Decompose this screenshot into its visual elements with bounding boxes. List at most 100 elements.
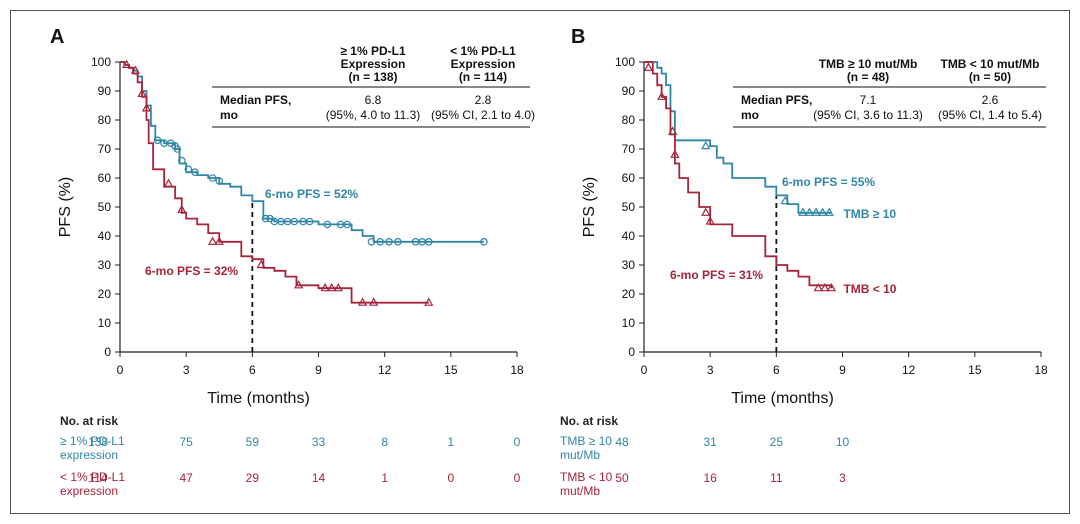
risk-count: 138 [88, 435, 108, 449]
table-col2-header: (n = 114) [459, 70, 507, 84]
x-tick-label: 18 [1034, 363, 1048, 377]
risk-label-a1: ≥ 1% PD-L1 expression [60, 434, 125, 462]
km-curve-0 [644, 61, 832, 214]
censor-mark-triangle [670, 149, 680, 158]
y-tick-label: 30 [622, 258, 636, 272]
panel-B [639, 61, 1046, 357]
censor-mark-triangle [705, 216, 715, 225]
censor-mark-circle [323, 220, 332, 229]
y-tick-label: 10 [622, 316, 636, 330]
pfs-annotation-0: 6-mo PFS = 55% [782, 175, 875, 189]
censor-mark-triangle [357, 297, 368, 306]
y-tick-label: 80 [98, 113, 112, 127]
risk-count: 29 [246, 471, 260, 485]
x-tick-label: 15 [968, 363, 982, 377]
table-row-label: mo [220, 108, 238, 122]
y-tick-label: 40 [622, 229, 636, 243]
censor-mark-triangle [780, 195, 790, 205]
pfs-annotation-1: 6-mo PFS = 31% [670, 268, 763, 282]
risk-count: 0 [514, 471, 521, 485]
y-axis-label: PFS (%) [57, 177, 74, 237]
x-tick-label: 6 [773, 363, 780, 377]
y-tick-label: 0 [628, 345, 635, 359]
censor-mark-circle [385, 238, 393, 246]
censor-mark-circle [480, 238, 488, 246]
y-tick-label: 50 [98, 200, 112, 214]
risk-count: 50 [615, 471, 629, 485]
x-tick-label: 12 [902, 363, 916, 377]
risk-count: 3 [839, 471, 846, 485]
risk-count: 1 [381, 471, 388, 485]
censor-mark-circle [261, 214, 270, 223]
x-tick-label: 12 [378, 363, 392, 377]
y-tick-label: 70 [98, 142, 112, 156]
x-tick-label: 15 [444, 363, 458, 377]
table-col2-ci: (95% CI, 2.1 to 4.0) [431, 108, 535, 122]
km-curve-0 [120, 61, 484, 243]
x-tick-label: 18 [510, 363, 524, 377]
x-axis-label: Time (months) [207, 390, 310, 407]
censor-mark-circle [424, 238, 433, 246]
censor-mark-triangle [424, 297, 434, 306]
y-tick-label: 70 [622, 142, 636, 156]
risk-count: 47 [179, 471, 193, 485]
censor-mark-circle [173, 145, 182, 153]
table-col1-header: (n = 48) [847, 70, 889, 84]
x-tick-label: 9 [839, 363, 846, 377]
risk-label-b1-line2: mut/Mb [560, 448, 601, 462]
figure-frame [10, 10, 1070, 514]
table-col2-value: 2.8 [475, 93, 492, 107]
table-col2-header: Expression [451, 57, 516, 71]
risk-label-b1-line1: TMB ≥ 10 [560, 434, 612, 448]
censor-mark-circle [290, 217, 299, 226]
y-tick-label: 60 [622, 171, 636, 185]
panel-A [115, 59, 530, 357]
y-tick-label: 20 [98, 287, 112, 301]
x-tick-label: 3 [707, 363, 714, 377]
table-row-label: mo [741, 108, 759, 122]
censor-mark-triangle [804, 207, 815, 216]
censor-mark-triangle [824, 207, 834, 216]
table-col1-ci: (95% CI, 3.6 to 11.3) [813, 108, 923, 122]
censor-mark-circle [394, 238, 402, 246]
table-col2-header: (n = 50) [969, 70, 1011, 84]
risk-count: 48 [615, 435, 629, 449]
censor-mark-circle [215, 177, 224, 185]
censor-mark-triangle [369, 297, 379, 306]
censor-mark-triangle [141, 103, 152, 112]
table-col1-value: 7.1 [860, 93, 877, 107]
y-tick-label: 80 [622, 113, 636, 127]
risk-label-b2-line2: mut/Mb [560, 484, 601, 498]
censor-mark-triangle [657, 91, 667, 100]
y-tick-label: 90 [622, 84, 636, 98]
risk-count: 75 [179, 435, 193, 449]
table-row-label: Median PFS, [220, 93, 291, 107]
censor-mark-circle [376, 238, 385, 246]
censor-mark-triangle [333, 282, 343, 292]
risk-count: 59 [246, 435, 260, 449]
panel-label-B: B [571, 26, 585, 48]
risk-label-a2-line2: expression [60, 484, 119, 498]
y-axis-label: PFS (%) [581, 177, 598, 237]
censor-mark-triangle [137, 88, 147, 98]
table-col1-value: 6.8 [365, 93, 382, 107]
risk-count: 0 [447, 471, 454, 485]
censor-mark-triangle [294, 280, 304, 289]
risk-label-b2: TMB < 10 mut/Mb [560, 470, 612, 498]
y-tick-label: 10 [98, 316, 112, 330]
risk-label-a2: < 1% PD-L1 expression [60, 470, 125, 498]
censor-mark-circle [208, 174, 217, 182]
censor-mark-triangle [820, 282, 830, 292]
censor-mark-circle [343, 220, 351, 229]
table-col2-header: TMB < 10 mut/Mb [940, 57, 1039, 71]
pfs-annotation-0: 6-mo PFS = 52% [265, 187, 358, 201]
censor-mark-triangle [798, 207, 808, 216]
risk-count: 1 [447, 435, 454, 449]
panel-label-A: A [50, 26, 64, 48]
censor-mark-triangle [130, 65, 141, 74]
risk-label-a1-line1: ≥ 1% PD-L1 [60, 434, 125, 448]
censor-mark-triangle [701, 207, 711, 216]
censor-mark-triangle [818, 207, 828, 216]
